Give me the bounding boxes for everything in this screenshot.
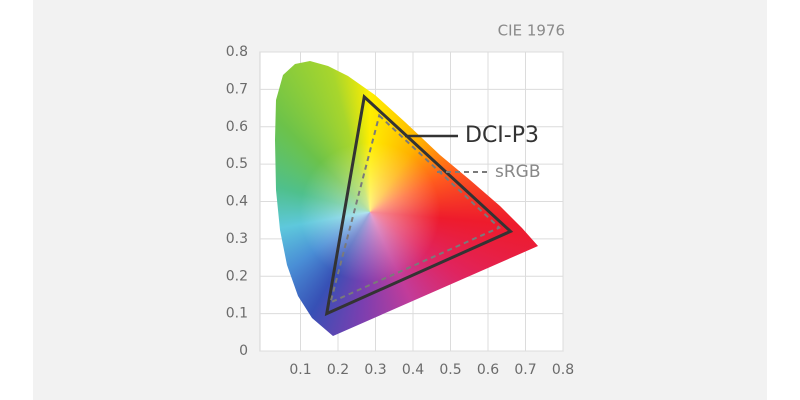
y-tick-label: 0.8: [226, 44, 248, 60]
y-tick-label: 0.6: [226, 119, 248, 135]
legend-label: DCI-P3: [465, 123, 539, 148]
x-tick-label: 0.7: [514, 362, 536, 378]
y-tick-label: 0: [239, 343, 248, 359]
x-tick-label: 0.3: [364, 362, 386, 378]
y-tick-label: 0.5: [226, 156, 248, 172]
y-tick-label: 0.4: [226, 194, 248, 210]
x-tick-label: 0.4: [402, 362, 424, 378]
y-tick-label: 0.1: [226, 306, 248, 322]
x-tick-label: 0.5: [439, 362, 461, 378]
y-tick-label: 0.7: [226, 81, 248, 97]
x-tick-label: 0.6: [477, 362, 499, 378]
x-tick-label: 0.2: [327, 362, 349, 378]
gamut-triangle: [324, 93, 514, 317]
y-tick-label: 0.3: [226, 231, 248, 247]
y-tick-label: 0.2: [226, 268, 248, 284]
x-tick-label: 0.8: [552, 362, 574, 378]
legend-label: sRGB: [495, 162, 541, 182]
x-tick-label: 0.1: [289, 362, 311, 378]
chart-title: CIE 1976: [498, 22, 565, 40]
